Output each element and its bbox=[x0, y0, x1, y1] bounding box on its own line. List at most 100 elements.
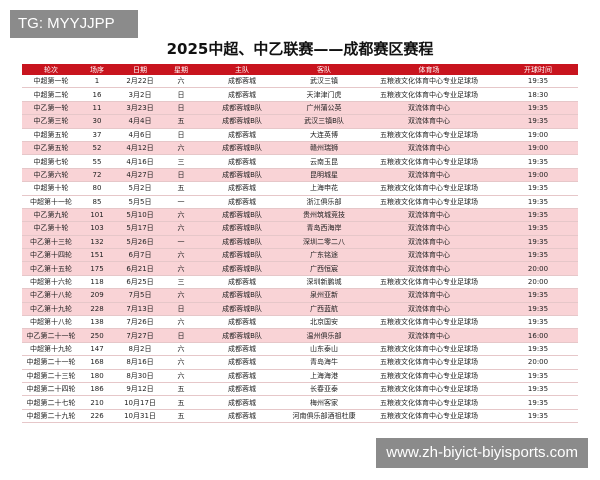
cell: 五 bbox=[166, 409, 196, 424]
cell: 五粮液文化体育中心专业足球场 bbox=[360, 181, 498, 196]
header-row: 轮次 场序 日期 星期 主队 客队 体育场 开球时间 bbox=[22, 64, 578, 75]
table-row: 中超第十轮 80 5月2日五成都蓉城 上海申花 五粮液文化体育中心专业足球场 19:35 bbox=[22, 181, 578, 196]
cell: 19:35 bbox=[498, 101, 578, 116]
cell: 成都蓉城B队 bbox=[196, 235, 288, 250]
cell: 中超第十八轮 bbox=[22, 315, 80, 330]
cell: 8月2日 bbox=[114, 342, 166, 357]
cell: 6月21日 bbox=[114, 261, 166, 276]
cell: 9月12日 bbox=[114, 382, 166, 397]
cell: 中乙第三轮 bbox=[22, 114, 80, 129]
cell: 中乙第一轮 bbox=[22, 101, 80, 116]
cell: 中超第十六轮 bbox=[22, 275, 80, 290]
table-row: 中乙第十三轮 132 5月26日一成都蓉城B队 深圳二零二八 双流体育中心 19:35 bbox=[22, 235, 578, 250]
cell: 19:35 bbox=[498, 315, 578, 330]
cell: 中超第二十一轮 bbox=[22, 355, 80, 370]
cell: 16:00 bbox=[498, 328, 578, 343]
cell: 186 bbox=[80, 382, 114, 397]
cell: 118 bbox=[80, 275, 114, 290]
cell: 六 bbox=[166, 221, 196, 236]
cell: 11 bbox=[80, 101, 114, 116]
cell: 3月2日 bbox=[114, 87, 166, 102]
cell: 8月30日 bbox=[114, 369, 166, 383]
cell: 成都蓉城 bbox=[196, 75, 288, 89]
cell: 10月31日 bbox=[114, 409, 166, 424]
cell: 19:35 bbox=[498, 235, 578, 250]
cell: 209 bbox=[80, 288, 114, 303]
cell: 10月17日 bbox=[114, 395, 166, 410]
cell: 101 bbox=[80, 208, 114, 223]
cell: 1 bbox=[80, 75, 114, 89]
cell: 4月6日 bbox=[114, 128, 166, 142]
column-header: 体育场 bbox=[360, 64, 498, 75]
cell: 20:00 bbox=[498, 261, 578, 276]
cell: 4月27日 bbox=[114, 168, 166, 183]
cell: 4月12日 bbox=[114, 141, 166, 156]
cell: 五粮液文化体育中心专业足球场 bbox=[360, 154, 498, 169]
watermark: www.zh-biyict-biyisports.com bbox=[376, 438, 588, 468]
cell: 226 bbox=[80, 409, 114, 424]
cell: 中超第二十四轮 bbox=[22, 382, 80, 397]
cell: 成都蓉城B队 bbox=[196, 141, 288, 156]
cell: 中乙第十八轮 bbox=[22, 288, 80, 303]
cell: 5月5日 bbox=[114, 195, 166, 209]
cell: 132 bbox=[80, 235, 114, 250]
cell: 云南玉昆 bbox=[288, 154, 360, 169]
cell: 双流体育中心 bbox=[360, 328, 498, 343]
cell: 250 bbox=[80, 328, 114, 343]
cell: 双流体育中心 bbox=[360, 141, 498, 156]
cell: 浙江俱乐部 bbox=[288, 195, 360, 209]
cell: 五粮液文化体育中心专业足球场 bbox=[360, 342, 498, 357]
cell: 六 bbox=[166, 141, 196, 156]
cell: 5月2日 bbox=[114, 181, 166, 196]
cell: 中超第十九轮 bbox=[22, 342, 80, 357]
cell: 成都蓉城B队 bbox=[196, 288, 288, 303]
cell: 228 bbox=[80, 302, 114, 317]
column-header: 日期 bbox=[114, 64, 166, 75]
table-row: 中超第十六轮 118 6月25日三成都蓉城 深圳新鹏城 五粮液文化体育中心专业足球场 20… bbox=[22, 275, 578, 290]
cell: 成都蓉城B队 bbox=[196, 208, 288, 223]
cell: 成都蓉城 bbox=[196, 195, 288, 209]
cell: 六 bbox=[166, 342, 196, 357]
cell: 五粮液文化体育中心专业足球场 bbox=[360, 395, 498, 410]
cell: 8月16日 bbox=[114, 355, 166, 370]
cell: 三 bbox=[166, 154, 196, 169]
cell: 山东泰山 bbox=[288, 342, 360, 357]
table-row: 中乙第十轮 103 5月17日六成都蓉城B队 青岛西海岸 双流体育中心 19:35 bbox=[22, 221, 578, 236]
cell: 中超第七轮 bbox=[22, 154, 80, 169]
cell: 中超第二十九轮 bbox=[22, 409, 80, 424]
table-row: 中超第二十三轮 180 8月30日六成都蓉城 上海海港 五粮液文化体育中心专业足球场 19… bbox=[22, 369, 578, 383]
cell: 六 bbox=[166, 369, 196, 383]
cell: 广西蓝航 bbox=[288, 302, 360, 317]
cell: 五 bbox=[166, 395, 196, 410]
cell: 双流体育中心 bbox=[360, 221, 498, 236]
cell: 温州俱乐部 bbox=[288, 328, 360, 343]
table-row: 中超第二十七轮 210 10月17日五成都蓉城 梅州客家 五粮液文化体育中心专业足球场 1… bbox=[22, 395, 578, 410]
cell: 天津津门虎 bbox=[288, 87, 360, 102]
watermark: TG: MYYJJPP bbox=[10, 10, 138, 38]
cell: 中乙第二十一轮 bbox=[22, 328, 80, 343]
cell: 19:35 bbox=[498, 154, 578, 169]
cell: 广东铭途 bbox=[288, 248, 360, 263]
cell: 三 bbox=[166, 275, 196, 290]
cell: 19:35 bbox=[498, 288, 578, 303]
cell: 青岛西海岸 bbox=[288, 221, 360, 236]
cell: 16 bbox=[80, 87, 114, 102]
cell: 泉州亚新 bbox=[288, 288, 360, 303]
cell: 72 bbox=[80, 168, 114, 183]
cell: 5月17日 bbox=[114, 221, 166, 236]
cell: 成都蓉城B队 bbox=[196, 221, 288, 236]
cell: 五粮液文化体育中心专业足球场 bbox=[360, 382, 498, 397]
cell: 日 bbox=[166, 128, 196, 142]
cell: 双流体育中心 bbox=[360, 114, 498, 129]
cell: 19:35 bbox=[498, 221, 578, 236]
cell: 210 bbox=[80, 395, 114, 410]
cell: 深圳新鹏城 bbox=[288, 275, 360, 290]
cell: 30 bbox=[80, 114, 114, 129]
cell: 赣州瑞狮 bbox=[288, 141, 360, 156]
cell: 80 bbox=[80, 181, 114, 196]
table-row: 中超第二轮 16 3月2日日成都蓉城 天津津门虎 五粮液文化体育中心专业足球场 18:30 bbox=[22, 87, 578, 102]
table-row: 中乙第十八轮 209 7月5日六成都蓉城B队 泉州亚新 双流体育中心 19:35 bbox=[22, 288, 578, 303]
cell: 5月26日 bbox=[114, 235, 166, 250]
cell: 37 bbox=[80, 128, 114, 142]
